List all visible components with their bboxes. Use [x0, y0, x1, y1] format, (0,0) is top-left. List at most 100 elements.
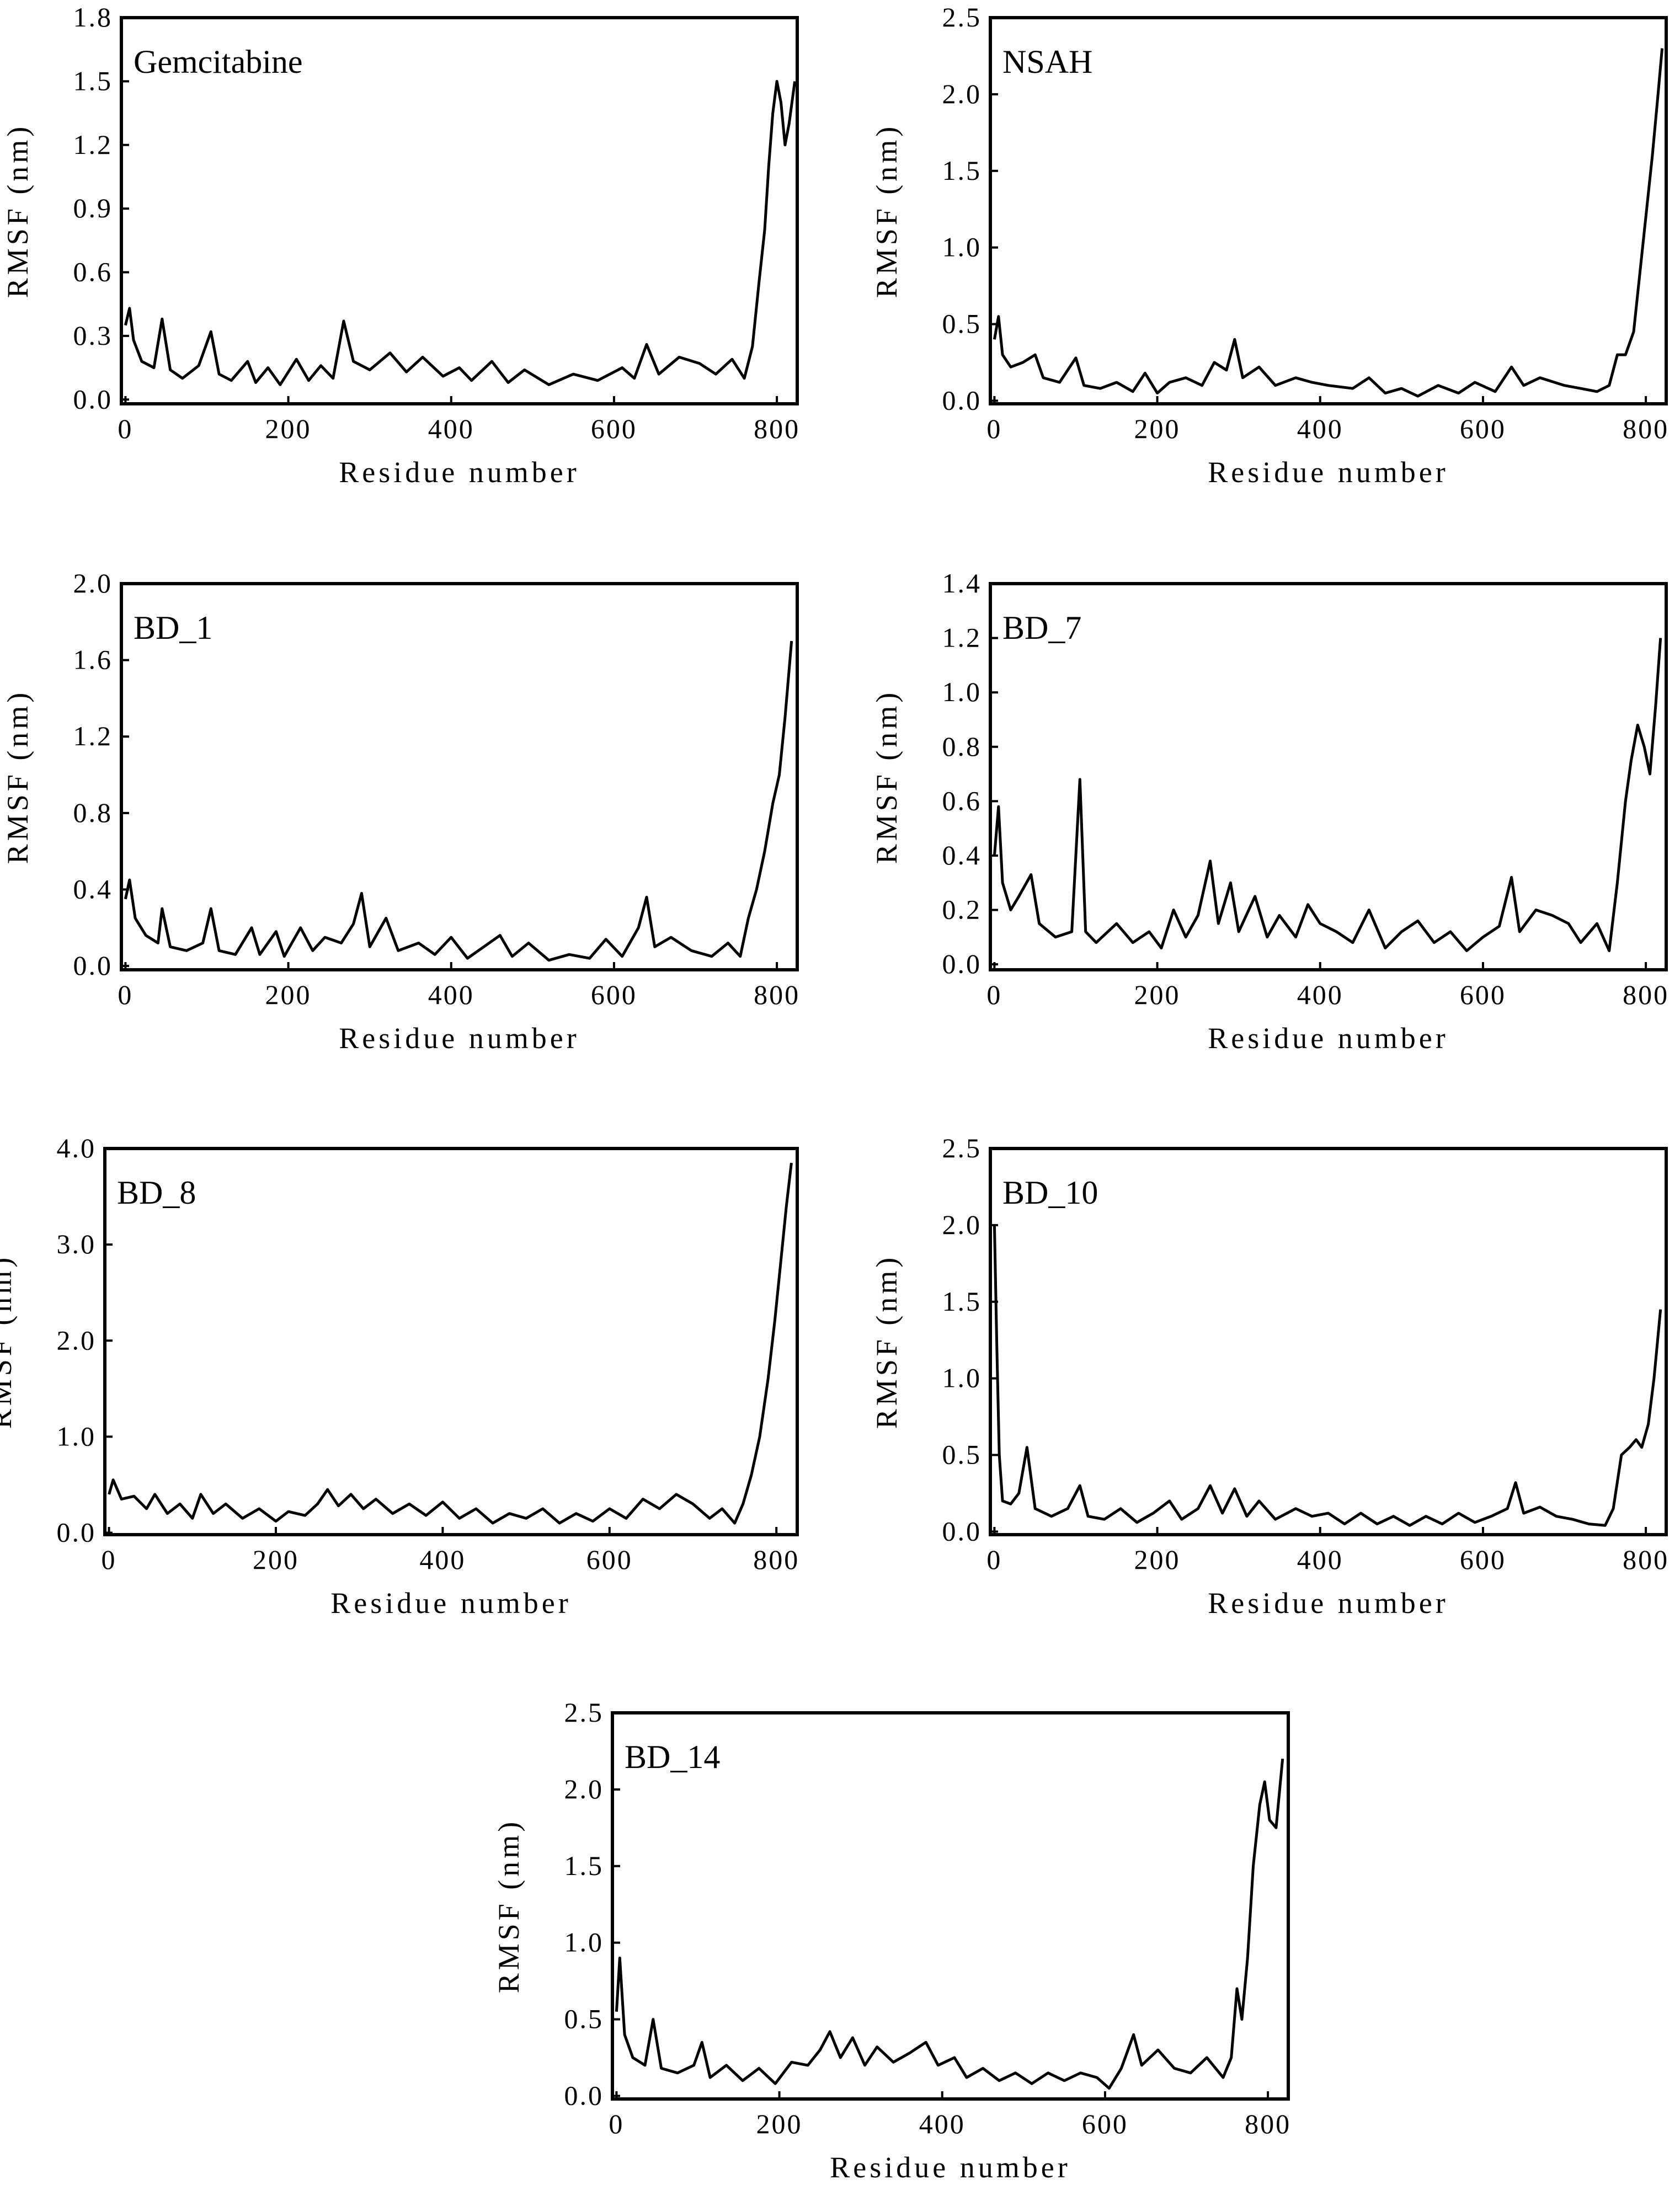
y-tick-label: 0.4	[73, 873, 113, 904]
chart-panel-gemcitabine: 0 200 400 600 800 0.0 0.3 0.6 0.9 1.2 1.5 1.8 Residu…	[1, 2, 800, 489]
y-tick-label: 0.0	[57, 1517, 97, 1548]
x-tick-label: 600	[1460, 979, 1506, 1010]
y-tick-label: 1.4	[942, 568, 982, 599]
y-tick-label: 0.0	[73, 383, 113, 414]
x-tick-label: 200	[756, 2108, 803, 2139]
plot-frame	[120, 582, 799, 971]
x-tick-label: 400	[1297, 1544, 1343, 1575]
x-tick-label: 0	[986, 413, 1002, 444]
x-tick-label: 800	[1623, 979, 1669, 1010]
x-tick-label: 800	[753, 1544, 799, 1575]
x-axis-label: Residue number	[1208, 1587, 1448, 1620]
x-tick-label: 200	[265, 413, 312, 444]
y-axis-label: RMSF (nm)	[1, 690, 34, 864]
y-tick-label: 0.5	[564, 2004, 604, 2034]
y-axis-label: RMSF (nm)	[870, 690, 903, 864]
y-tick-label: 1.8	[73, 2, 113, 33]
y-axis-label: RMSF (nm)	[0, 1254, 18, 1429]
y-tick-label: 0.8	[73, 797, 113, 828]
x-tick-label: 0	[986, 1544, 1002, 1575]
y-tick-label: 2.0	[564, 1774, 604, 1804]
y-tick-label: 1.0	[942, 232, 982, 263]
x-tick-label: 600	[1082, 2108, 1128, 2139]
chart-panel-bd-14: 0 200 400 600 800 0.0 0.5 1.0 1.5 2.0 2.5 Residue n…	[492, 1697, 1291, 2184]
y-tick-label: 2.0	[73, 568, 113, 599]
y-tick-label: 0.3	[73, 320, 113, 351]
x-tick-label: 0	[609, 2108, 624, 2139]
y-tick-label: 0.5	[942, 308, 982, 339]
y-tick-label: 0.6	[942, 785, 982, 816]
plot-frame	[611, 1711, 1290, 2101]
plot-frame	[103, 1147, 799, 1536]
rmsf-line-bd-8	[108, 1162, 793, 1525]
chart-panel-nsah: 0 200 400 600 800 0.0 0.5 1.0 1.5 2.0 2.5 Residue n…	[870, 2, 1669, 489]
rmsf-line-bd-10	[993, 1225, 1662, 1527]
x-tick-label: 400	[428, 413, 474, 444]
panel-title: NSAH	[1002, 44, 1092, 80]
x-tick-label: 400	[919, 2108, 966, 2139]
plot-frame	[989, 16, 1668, 405]
panel-title: BD_8	[117, 1174, 196, 1211]
y-axis-label: RMSF (nm)	[1, 124, 34, 298]
rmsf-line-nsah	[993, 48, 1664, 398]
rmsf-line-gemcitabine	[124, 79, 797, 386]
x-tick-label: 200	[1134, 413, 1181, 444]
x-tick-label: 800	[754, 979, 800, 1010]
y-tick-label: 0.2	[942, 894, 982, 925]
x-tick-label: 800	[754, 413, 800, 444]
panel-title: BD_10	[1002, 1174, 1098, 1211]
x-axis-label: Residue number	[330, 1587, 571, 1620]
y-tick-label: 1.2	[942, 622, 982, 653]
x-tick-label: 0	[986, 979, 1002, 1010]
y-tick-label: 2.5	[942, 2, 982, 33]
y-tick-label: 1.0	[942, 1363, 982, 1393]
x-axis-label: Residue number	[830, 2151, 1070, 2184]
x-tick-label: 600	[1460, 1544, 1506, 1575]
y-tick-label: 1.2	[73, 129, 113, 160]
x-tick-label: 800	[1245, 2108, 1291, 2139]
rmsf-line-bd-14	[615, 1759, 1284, 2090]
x-tick-label: 0	[118, 979, 133, 1010]
chart-panel-bd-8: 0 200 400 600 800 0.0 1.0 2.0 3.0 4.0 Residue numb…	[0, 1133, 799, 1620]
y-tick-label: 2.0	[57, 1324, 97, 1355]
y-tick-label: 1.5	[942, 155, 982, 186]
x-tick-label: 400	[1297, 979, 1343, 1010]
y-tick-label: 1.5	[942, 1286, 982, 1317]
plot-frame	[989, 582, 1668, 971]
x-tick-label: 600	[591, 979, 637, 1010]
x-tick-label: 600	[591, 413, 637, 444]
plot-frame	[120, 16, 799, 405]
y-tick-label: 1.5	[73, 65, 113, 96]
y-axis-label: RMSF (nm)	[870, 124, 903, 298]
chart-panel-bd-1: 0 200 400 600 800 0.0 0.4 0.8 1.2 1.6 2.0 Residue n…	[1, 568, 800, 1055]
x-tick-label: 400	[428, 979, 474, 1010]
x-tick-label: 200	[1134, 979, 1181, 1010]
plot-frame	[989, 1147, 1668, 1536]
x-tick-label: 200	[1134, 1544, 1181, 1575]
y-tick-label: 0.0	[564, 2080, 604, 2111]
x-axis-label: Residue number	[339, 1022, 579, 1055]
y-tick-label: 2.0	[942, 78, 982, 109]
y-tick-label: 0.0	[73, 950, 113, 981]
x-tick-label: 0	[102, 1544, 117, 1575]
x-tick-label: 600	[586, 1544, 633, 1575]
rmsf-line-bd-7	[993, 638, 1662, 952]
y-tick-label: 1.0	[57, 1420, 97, 1451]
y-axis-label: RMSF (nm)	[492, 1819, 525, 1994]
y-tick-label: 0.0	[942, 948, 982, 979]
y-tick-label: 1.0	[564, 1927, 604, 1958]
y-tick-label: 1.0	[942, 676, 982, 707]
panel-title: BD_1	[134, 610, 212, 646]
panel-title: Gemcitabine	[134, 44, 303, 80]
y-tick-label: 2.0	[942, 1209, 982, 1240]
chart-panel-bd-7: 0 200 400 600 800 0.0 0.2 0.4 0.6 0.8 1.0 1.2 1.4 Res…	[870, 568, 1669, 1055]
chart-panel-bd-10: 0 200 400 600 800 0.0 0.5 1.0 1.5 2.0 2.5 Residue n…	[870, 1133, 1669, 1620]
x-tick-label: 800	[1623, 413, 1669, 444]
panel-title: BD_7	[1002, 610, 1081, 646]
rmsf-line-bd-1	[124, 640, 793, 962]
x-axis-label: Residue number	[339, 456, 579, 489]
x-tick-label: 800	[1623, 1544, 1669, 1575]
y-tick-label: 0.6	[73, 257, 113, 287]
x-tick-label: 200	[265, 979, 312, 1010]
